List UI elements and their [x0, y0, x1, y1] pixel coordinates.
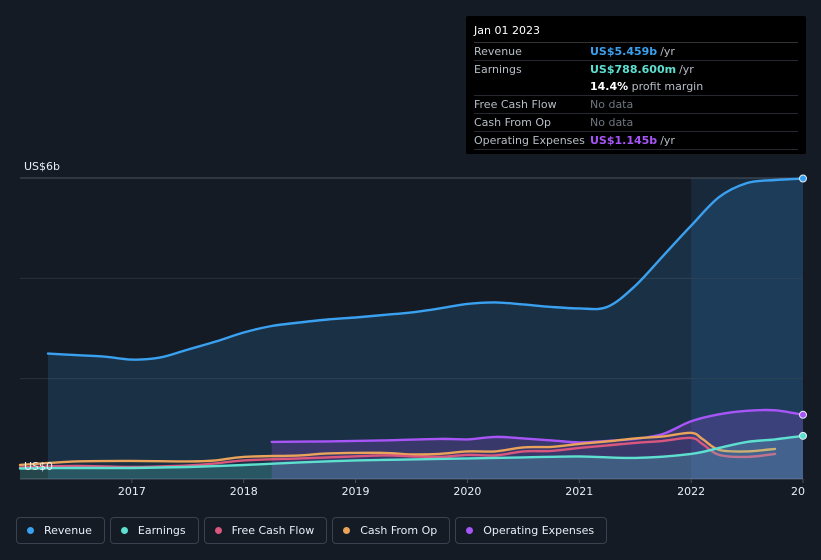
x-tick-label: 20	[791, 485, 805, 498]
revenue-line	[46, 177, 805, 361]
highlight-region	[691, 178, 803, 479]
earnings-line	[18, 434, 805, 470]
x-tick-label: 2022	[677, 485, 706, 498]
tooltip-earnings-value: US$788.600m	[590, 63, 677, 76]
tooltip-fcf-value: No data	[590, 98, 634, 111]
tooltip-opex-value: US$1.145b	[590, 134, 658, 147]
revenue-endpoint	[799, 174, 807, 183]
tooltip-row-cash-from-op: Cash From Op No data	[474, 114, 798, 132]
tooltip-opex-unit: /yr	[660, 134, 675, 147]
x-tick-label: 2018	[229, 485, 258, 498]
legend-cfo-label: Cash From Op	[360, 524, 438, 537]
operating-expenses-endpoint	[799, 410, 807, 419]
tooltip-fcf-label: Free Cash Flow	[474, 98, 557, 111]
cash-from-op-line	[18, 431, 777, 467]
legend-opex-label: Operating Expenses	[483, 524, 595, 537]
legend-opex-dot-icon	[466, 527, 474, 534]
profit-margin-text: profit margin	[631, 80, 704, 93]
tooltip-earnings-label: Earnings	[474, 63, 522, 76]
tooltip-opex-label: Operating Expenses	[474, 134, 585, 147]
x-tick-label: 2021	[565, 485, 594, 498]
profit-margin-value: 14.4%	[590, 80, 629, 93]
legend-fcf-dot-icon	[214, 527, 222, 534]
legend-cfo-dot-icon	[343, 527, 351, 534]
revenue-area	[48, 178, 803, 479]
tooltip-revenue-value: US$5.459b	[590, 45, 658, 58]
tooltip-cfo-value: No data	[590, 116, 634, 129]
tooltip-date: Jan 01 2023	[474, 24, 798, 43]
tooltip-earnings-unit: /yr	[679, 63, 694, 76]
y-axis-top-label: US$6b	[24, 160, 61, 173]
free-cash-flow-line	[18, 436, 777, 469]
x-tick-label: 2017	[117, 485, 146, 498]
legend-item-revenue[interactable]: Revenue	[16, 517, 105, 544]
legend-earnings-dot-icon	[120, 527, 128, 534]
x-tick-label: 2019	[341, 485, 370, 498]
tooltip-row-revenue: Revenue US$5.459b /yr	[474, 43, 798, 61]
tooltip-row-earnings: Earnings US$788.600m /yr	[474, 61, 798, 78]
legend-item-cash-from-op[interactable]: Cash From Op	[332, 517, 451, 544]
legend-item-operating-expenses[interactable]: Operating Expenses	[455, 517, 608, 544]
tooltip-revenue-label: Revenue	[474, 45, 522, 58]
tooltip-revenue-unit: /yr	[660, 45, 675, 58]
tooltip-row-profit-margin: 14.4% profit margin	[474, 78, 798, 96]
legend-revenue-label: Revenue	[44, 524, 92, 537]
tooltip-cfo-label: Cash From Op	[474, 116, 552, 129]
data-tooltip: Jan 01 2023 Revenue US$5.459b /yr Earnin…	[466, 16, 806, 154]
x-tick-label: 2020	[453, 485, 482, 498]
tooltip-profit-margin: 14.4% profit margin	[590, 80, 703, 93]
earnings-area	[20, 435, 803, 479]
tooltip-row-free-cash-flow: Free Cash Flow No data	[474, 96, 798, 114]
legend-fcf-label: Free Cash Flow	[231, 524, 315, 537]
legend-revenue-dot-icon	[27, 527, 34, 534]
y-axis-bottom-label: US$0	[24, 460, 54, 473]
tooltip-row-operating-expenses: Operating Expenses US$1.145b /yr	[474, 132, 798, 150]
legend-item-free-cash-flow[interactable]: Free Cash Flow	[203, 517, 328, 544]
legend-item-earnings[interactable]: Earnings	[109, 517, 199, 544]
operating-expenses-area	[271, 409, 803, 479]
chart-legend: Revenue Earnings Free Cash Flow Cash Fro…	[16, 517, 608, 544]
operating-expenses-line	[270, 408, 805, 444]
legend-earnings-label: Earnings	[137, 524, 186, 537]
earnings-endpoint	[799, 431, 807, 440]
